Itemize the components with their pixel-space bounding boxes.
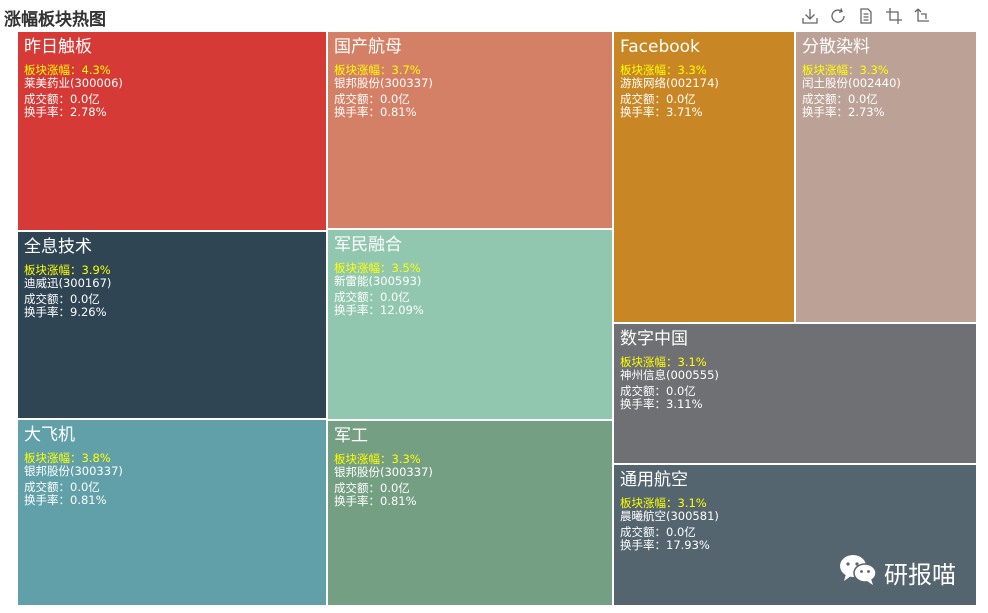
refresh-icon[interactable] <box>828 6 848 26</box>
tile-volume: 成交额：0.0亿 <box>334 290 410 304</box>
watermark: 研报喵 <box>838 553 956 591</box>
tile-turnover: 换手率：3.11% <box>620 397 703 411</box>
tile-volume: 成交额：0.0亿 <box>334 92 410 106</box>
tile-turnover: 换手率：0.81% <box>334 494 417 508</box>
tile-gain: 板块涨幅：3.3% <box>802 63 889 77</box>
tile-volume: 成交额：0.0亿 <box>24 480 100 494</box>
watermark-text: 研报喵 <box>884 560 956 589</box>
tile-gain: 板块涨幅：3.1% <box>620 355 707 369</box>
tile-name: 分散染料 <box>802 37 870 57</box>
tile-gain: 板块涨幅：3.3% <box>334 452 421 466</box>
tile-name: 数字中国 <box>620 329 688 349</box>
tile-name: 国产航母 <box>334 37 402 57</box>
tile-stock: 新雷能(300593) <box>334 274 422 288</box>
zoom-icon[interactable] <box>884 6 904 26</box>
tile-turnover: 换手率：0.81% <box>24 493 107 507</box>
tile-name: 全息技术 <box>24 237 92 257</box>
tile-name: 军工 <box>334 426 368 446</box>
tile-gain: 板块涨幅：3.5% <box>334 261 421 275</box>
treemap-tile[interactable]: 数字中国板块涨幅：3.1% 神州信息(000555) 成交额：0.0亿 换手率：3.1… <box>614 324 978 465</box>
treemap-tile[interactable]: 全息技术板块涨幅：3.9% 迪威迅(300167) 成交额：0.0亿 换手率：9.26… <box>18 232 328 420</box>
tile-volume: 成交额：0.0亿 <box>802 92 878 106</box>
tile-stock: 迪威迅(300167) <box>24 276 112 290</box>
tile-turnover: 换手率：3.71% <box>620 105 703 119</box>
tile-stock: 银邦股份(300337) <box>334 76 433 90</box>
tile-turnover: 换手率：2.78% <box>24 105 107 119</box>
tile-name: 大飞机 <box>24 425 75 445</box>
tile-turnover: 换手率：12.09% <box>334 303 424 317</box>
tile-name: 通用航空 <box>620 470 688 490</box>
download-icon[interactable] <box>800 6 820 26</box>
tile-turnover: 换手率：9.26% <box>24 305 107 319</box>
tile-volume: 成交额：0.0亿 <box>620 92 696 106</box>
tile-turnover: 换手率：2.73% <box>802 105 885 119</box>
treemap-tile[interactable]: 大飞机板块涨幅：3.8% 银邦股份(300337) 成交额：0.0亿 换手率：0.81… <box>18 420 328 607</box>
treemap-tile[interactable]: 分散染料板块涨幅：3.3% 闰土股份(002440) 成交额：0.0亿 换手率：2.7… <box>796 32 978 324</box>
tile-gain: 板块涨幅：3.1% <box>620 496 707 510</box>
tile-turnover: 换手率：0.81% <box>334 105 417 119</box>
tile-turnover: 换手率：17.93% <box>620 538 710 552</box>
wechat-icon <box>838 553 878 591</box>
tile-name: Facebook <box>620 37 700 57</box>
chart-title: 涨幅板块热图 <box>4 10 106 30</box>
tile-volume: 成交额：0.0亿 <box>620 525 696 539</box>
treemap-tile[interactable]: 通用航空板块涨幅：3.1% 晨曦航空(300581) 成交额：0.0亿 换手率：17.… <box>614 465 978 607</box>
tile-stock: 莱美药业(300006) <box>24 76 123 90</box>
tile-volume: 成交额：0.0亿 <box>620 384 696 398</box>
tile-volume: 成交额：0.0亿 <box>334 481 410 495</box>
tile-name: 军民融合 <box>334 235 402 255</box>
treemap-tile[interactable]: 国产航母板块涨幅：3.7% 银邦股份(300337) 成交额：0.0亿 换手率：0.8… <box>328 32 614 230</box>
tile-stock: 银邦股份(300337) <box>24 464 123 478</box>
tile-stock: 游族网络(002174) <box>620 76 719 90</box>
data-view-icon[interactable] <box>856 6 876 26</box>
tile-stock: 闰土股份(002440) <box>802 76 901 90</box>
tile-gain: 板块涨幅：3.9% <box>24 263 111 277</box>
treemap-tile[interactable]: 军工板块涨幅：3.3% 银邦股份(300337) 成交额：0.0亿 换手率：0.81% <box>328 421 614 607</box>
tile-stock: 神州信息(000555) <box>620 368 719 382</box>
tile-volume: 成交额：0.0亿 <box>24 292 100 306</box>
restore-icon[interactable] <box>912 6 932 26</box>
tile-volume: 成交额：0.0亿 <box>24 92 100 106</box>
tile-gain: 板块涨幅：3.8% <box>24 451 111 465</box>
tile-gain: 板块涨幅：3.7% <box>334 63 421 77</box>
tile-gain: 板块涨幅：3.3% <box>620 63 707 77</box>
treemap-tile[interactable]: 昨日触板板块涨幅：4.3% 莱美药业(300006) 成交额：0.0亿 换手率：2.7… <box>18 32 328 232</box>
tile-gain: 板块涨幅：4.3% <box>24 63 111 77</box>
treemap-tile[interactable]: Facebook 板块涨幅：3.3% 游族网络(002174) 成交额：0.0亿 换手率… <box>614 32 796 324</box>
treemap-tile[interactable]: 军民融合板块涨幅：3.5% 新雷能(300593) 成交额：0.0亿 换手率：12.0… <box>328 230 614 421</box>
tile-stock: 银邦股份(300337) <box>334 465 433 479</box>
tile-stock: 晨曦航空(300581) <box>620 509 719 523</box>
tile-name: 昨日触板 <box>24 37 92 57</box>
